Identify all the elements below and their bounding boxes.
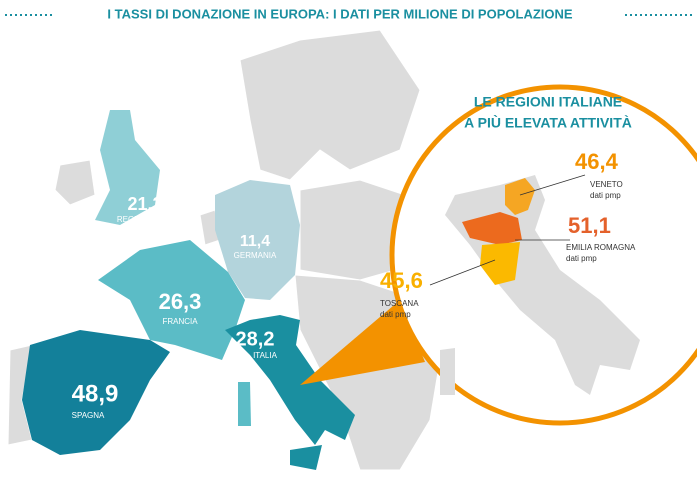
country-name: FRANCIA [162,317,198,326]
country-value: 48,9 [72,380,119,407]
region-note: dati pmp [566,254,597,263]
veneto-shape [505,178,535,215]
germany-shape [215,180,300,300]
uk-shape [95,110,160,225]
title: I TASSI DI DONAZIONE IN EUROPA: I DATI P… [107,6,572,21]
inset-title: A PIÙ ELEVATA ATTIVITÀ [464,114,632,131]
emilia-shape [462,212,522,245]
italy-shape [225,315,355,445]
country-name: REGNO UNITO [117,215,173,224]
country-name: GERMANIA [234,251,277,260]
zoom-cone [300,300,425,385]
country-value: 21,3 [127,194,162,214]
france-shape [98,240,245,360]
region-value: 46,4 [575,149,619,174]
country-value: 28,2 [236,328,275,350]
toscana-shape [480,242,520,285]
country-name: ITALIA [253,351,278,360]
sardinia-shape [238,382,251,426]
region-value: 51,1 [568,213,611,238]
region-name: TOSCANA [380,299,419,308]
region-value: 45,6 [380,268,423,293]
spain-shape [22,330,170,455]
country-value: 11,4 [240,233,270,250]
ireland [54,159,96,206]
country-name: SPAGNA [72,411,105,420]
region-name: EMILIA ROMAGNA [566,243,636,252]
sardinia-inset [440,348,455,395]
region-note: dati pmp [590,191,621,200]
inset-title: LE REGIONI ITALIANE [474,94,622,110]
leader-line [519,174,586,196]
region-note: dati pmp [380,310,411,319]
leader-line [429,259,496,286]
scandinavia [239,29,421,181]
country-value: 26,3 [159,289,202,314]
sicily-shape [290,445,322,470]
region-name: VENETO [590,180,623,189]
